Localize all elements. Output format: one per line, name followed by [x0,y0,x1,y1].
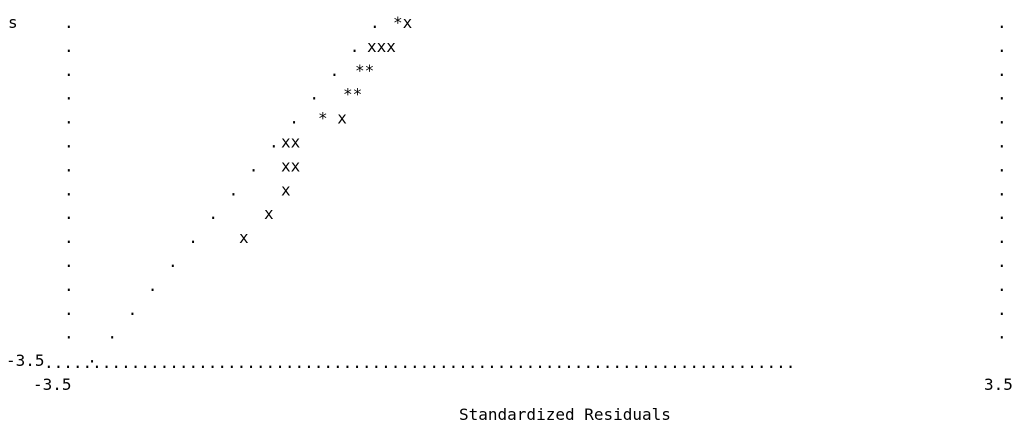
frame-right-dot: . [997,37,1007,56]
frame-left-dot: . [64,252,74,271]
reference-dot: . [309,85,319,104]
frame-right-dot: . [997,133,1007,152]
frame-left-dot: . [64,13,74,32]
frame-right-dot: . [997,180,1007,199]
frame-right-dot: . [997,228,1007,247]
reference-dot: . [148,276,158,295]
frame-left-dot: . [64,133,74,152]
frame-bottom-line: ........................................… [44,353,795,372]
frame-right-dot: . [997,276,1007,295]
reference-dot: . [350,37,360,56]
frame-left-dot: . [64,204,74,223]
y-tick-label: -3.5 [6,351,45,370]
reference-dot: . [229,180,239,199]
frame-right-dot: . [997,324,1007,343]
frame-right-dot: . [997,85,1007,104]
plot-frame: ........................................… [44,13,1007,372]
reference-dot: . [249,156,259,175]
frame-left-dot: . [64,37,74,56]
frame-right-dot: . [997,13,1007,32]
reference-dot: . [370,13,380,32]
data-point-marker: xx [281,133,301,152]
data-point-marker: ** [355,61,374,80]
frame-left-dot: . [64,300,74,319]
reference-dot: . [188,228,198,247]
frame-left-dot: . [64,228,74,247]
reference-line: ............... [87,13,379,367]
frame-left-dot: . [64,85,74,104]
frame-right-dot: . [997,156,1007,175]
data-point-marker: x [239,228,249,247]
frame-left-dot: . [64,324,74,343]
data-point-marker: x [281,180,291,199]
frame-right-dot: . [997,252,1007,271]
x-tick-label-min: -3.5 [33,375,72,394]
reference-dot: . [128,300,138,319]
frame-left-dot: . [64,156,74,175]
reference-dot: . [107,324,117,343]
x-tick-label-max: 3.5 [984,375,1013,394]
data-point-marker: ** [343,85,362,104]
frame-right-dot: . [997,61,1007,80]
reference-dot: . [87,348,97,367]
data-point-marker: xxx [367,37,396,56]
x-axis-label: Standardized Residuals [459,405,671,424]
data-point-marker: * x [318,109,347,128]
frame-right-dot: . [997,204,1007,223]
frame-left-dot: . [64,276,74,295]
data-point-marker: *x [393,13,413,32]
data-point-marker: xx [281,156,301,175]
reference-dot: . [269,133,279,152]
y-axis-label: s [8,13,18,32]
reference-dot: . [289,109,299,128]
frame-right-dot: . [997,300,1007,319]
reference-dot: . [168,252,178,271]
data-point-marker: x [264,204,274,223]
reference-dot: . [330,61,340,80]
frame-left-dot: . [64,61,74,80]
reference-dot: . [208,204,218,223]
frame-left-dot: . [64,109,74,128]
frame-right-dot: . [997,109,1007,128]
frame-left-dot: . [64,180,74,199]
